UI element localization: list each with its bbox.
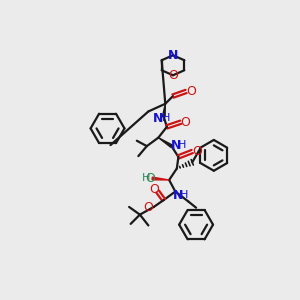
Text: O: O: [145, 172, 155, 185]
Polygon shape: [152, 177, 169, 180]
Text: O: O: [180, 116, 190, 129]
Polygon shape: [158, 138, 172, 147]
Text: N: N: [168, 49, 178, 62]
Text: O: O: [143, 201, 153, 214]
Polygon shape: [162, 104, 165, 117]
Text: N: N: [153, 112, 164, 125]
Text: O: O: [168, 69, 178, 82]
Text: N: N: [171, 139, 181, 152]
Text: H: H: [180, 190, 188, 200]
Text: O: O: [149, 183, 159, 196]
Text: O: O: [192, 145, 202, 158]
Text: H: H: [142, 173, 150, 184]
Text: H: H: [162, 113, 170, 123]
Text: O: O: [186, 85, 196, 98]
Text: H: H: [178, 140, 186, 150]
Text: N: N: [172, 189, 183, 202]
